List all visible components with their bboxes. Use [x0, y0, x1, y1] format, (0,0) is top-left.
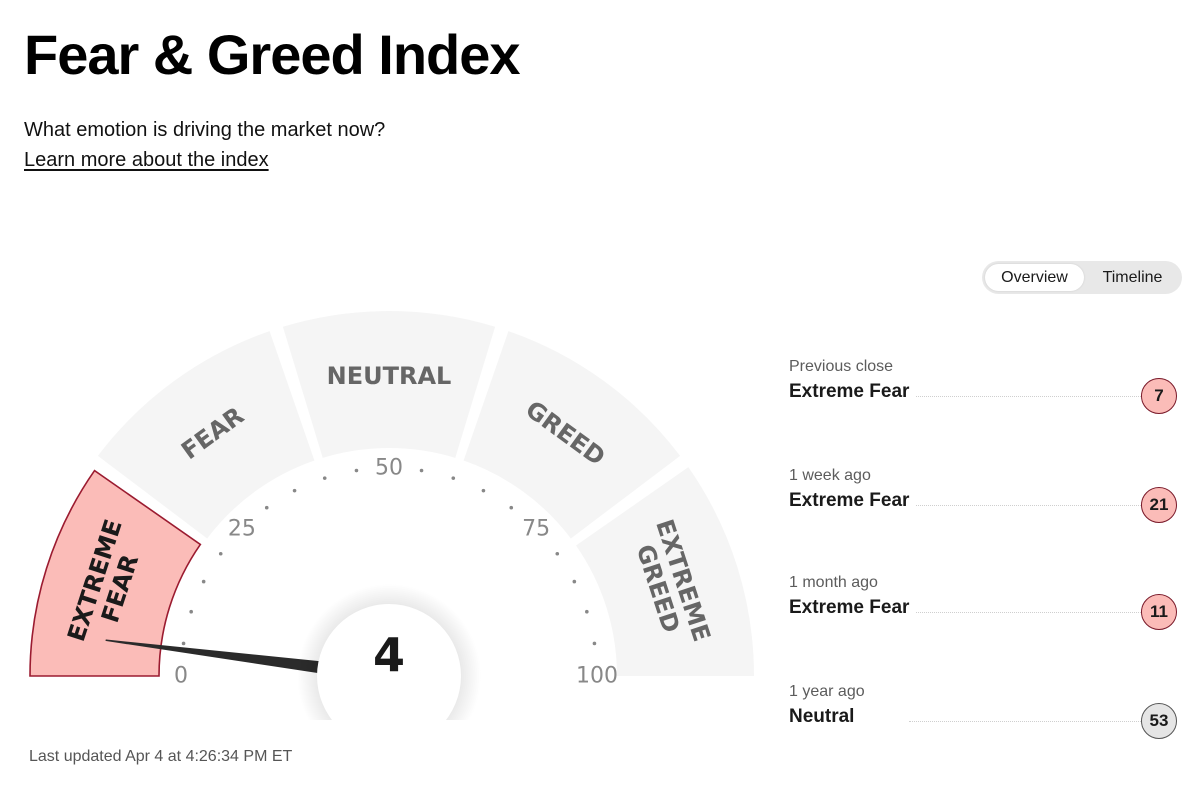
history-value-badge: 21 [1141, 487, 1177, 523]
history-divider [909, 721, 1141, 722]
history-divider [909, 505, 1141, 506]
gauge-hub [317, 604, 461, 720]
history-label: Previous close [789, 358, 894, 375]
gauge-tick-dot [354, 468, 359, 473]
gauge-tick-dot [592, 641, 597, 646]
gauge-tick-dot [572, 579, 577, 584]
gauge-scale-label: 0 [174, 664, 188, 689]
gauge-tick-dot [201, 579, 206, 584]
gauge-tick-dot [181, 641, 186, 646]
history-1-month-ago: 1 month ago Extreme Fear 11 [789, 574, 1181, 644]
gauge-tick-dot [292, 488, 297, 493]
gauge-tick-dot [189, 609, 193, 614]
gauge-segment-extreme-fear [29, 469, 202, 677]
history-rating: Extreme Fear [789, 597, 916, 619]
gauge-tick-dot [218, 551, 223, 556]
gauge-scale-label: 100 [576, 664, 618, 689]
history-value-badge: 11 [1141, 594, 1177, 630]
history-value-badge: 53 [1141, 703, 1177, 739]
history-1-week-ago: 1 week ago Extreme Fear 21 [789, 467, 1181, 537]
view-toggle: Overview Timeline [982, 261, 1182, 294]
history-label: 1 month ago [789, 574, 878, 591]
last-updated: Last updated Apr 4 at 4:26:34 PM ET [29, 748, 293, 765]
gauge-segment-neutral [282, 310, 496, 458]
gauge-tick-dot [264, 505, 269, 510]
gauge-scale-label: 50 [375, 456, 403, 481]
gauge-segment-fear [97, 331, 315, 539]
gauge-tick-dot [509, 505, 514, 510]
gauge-tick-dot [585, 609, 589, 614]
gauge-tick-dot [555, 551, 560, 556]
page-title: Fear & Greed Index [24, 23, 521, 86]
gauge-label-neutral: NEUTRAL [327, 362, 452, 390]
gauge-tick-dot [419, 468, 424, 473]
history-label: 1 year ago [789, 683, 865, 700]
tab-timeline[interactable]: Timeline [1102, 269, 1163, 286]
gauge-tick-dot [481, 488, 486, 493]
history-rating: Extreme Fear [789, 381, 916, 403]
history-divider [909, 612, 1141, 613]
gauge-scale-label: 75 [522, 516, 550, 541]
gauge-segment-extreme-greed [575, 467, 754, 676]
history-1-year-ago: 1 year ago Neutral 53 [789, 683, 1181, 753]
history-value-badge: 7 [1141, 378, 1177, 414]
gauge-scale-label: 25 [228, 516, 256, 541]
gauge-tick-dot [451, 476, 456, 480]
history-rating: Neutral [789, 706, 861, 728]
gauge-tick-dot [322, 476, 327, 480]
gauge-value: 4 [373, 628, 405, 682]
tab-overview[interactable]: Overview [985, 264, 1084, 291]
history-label: 1 week ago [789, 467, 871, 484]
history-previous-close: Previous close Extreme Fear 7 [789, 358, 1181, 428]
gauge-segment-greed [463, 331, 681, 539]
history-rating: Extreme Fear [789, 490, 916, 512]
history-divider [909, 396, 1141, 397]
page-subtitle: What emotion is driving the market now? [24, 119, 386, 141]
learn-more-link[interactable]: Learn more about the index [24, 149, 269, 171]
